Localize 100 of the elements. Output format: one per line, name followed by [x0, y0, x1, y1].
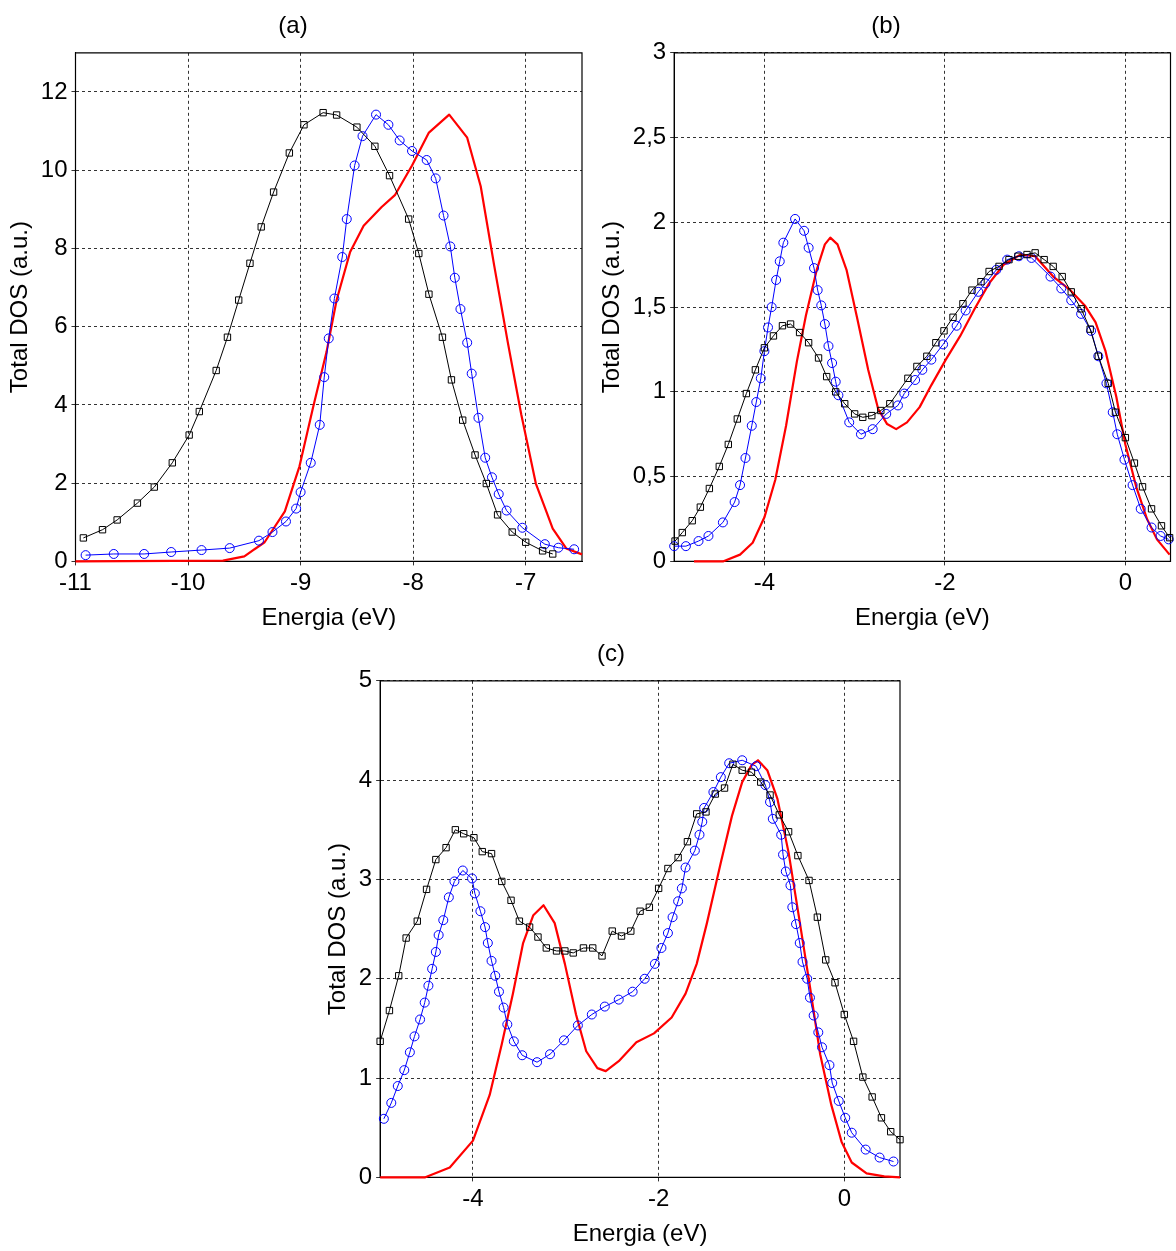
point: [291, 503, 302, 514]
point: [794, 851, 802, 860]
point: [617, 932, 626, 940]
point: [507, 896, 515, 904]
point: [859, 413, 867, 421]
point: [664, 864, 672, 873]
point: [357, 131, 368, 142]
point: [850, 410, 859, 418]
y-tick-label: 1,5: [632, 291, 667, 319]
point: [430, 173, 441, 184]
point: [1111, 408, 1120, 416]
point: [693, 810, 701, 818]
point: [459, 416, 467, 424]
point: [959, 300, 967, 308]
point: [688, 517, 696, 525]
point: [1058, 272, 1066, 281]
point: [404, 215, 413, 223]
point: [385, 1006, 394, 1015]
point: [804, 339, 813, 347]
point: [150, 483, 158, 491]
point: [415, 249, 423, 258]
point: [522, 538, 530, 546]
point: [487, 849, 496, 858]
point: [1031, 249, 1039, 257]
x-tick-label: -10: [170, 568, 206, 596]
point: [579, 944, 588, 952]
point: [445, 241, 456, 252]
point: [212, 366, 220, 375]
point: [525, 923, 534, 931]
point: [353, 123, 361, 131]
point: [341, 214, 352, 225]
y-tick-label: 12: [40, 76, 68, 104]
y-axis-title: Total DOS (a.u.): [597, 221, 625, 394]
point: [923, 352, 931, 360]
point: [553, 542, 564, 553]
point: [329, 293, 340, 304]
point: [760, 344, 769, 352]
point: [332, 111, 341, 119]
point: [569, 949, 577, 957]
y-tick-label: 4: [358, 764, 373, 792]
point: [385, 171, 394, 180]
point: [932, 339, 940, 347]
y-tick-label: 0,5: [632, 461, 667, 489]
point: [751, 366, 760, 374]
x-tick-label: -2: [647, 1184, 670, 1212]
point: [968, 286, 976, 294]
point: [323, 333, 334, 344]
point: [733, 415, 742, 423]
point: [196, 545, 207, 556]
point: [517, 522, 528, 533]
point: [460, 830, 468, 838]
point: [280, 516, 291, 527]
point: [868, 1093, 876, 1101]
point: [887, 1128, 895, 1136]
point: [1049, 262, 1057, 271]
point: [534, 933, 542, 941]
point: [257, 223, 265, 231]
point: [813, 913, 822, 921]
point: [371, 142, 379, 150]
point: [462, 337, 473, 348]
x-tick-label: -4: [753, 568, 776, 596]
point: [608, 927, 616, 935]
point: [267, 527, 278, 538]
point: [235, 296, 243, 304]
point: [166, 547, 177, 558]
point: [775, 811, 783, 819]
point: [674, 853, 682, 862]
point: [455, 304, 466, 315]
point: [223, 333, 232, 341]
point: [720, 784, 729, 792]
point: [246, 259, 254, 267]
y-tick-label: 0: [358, 1162, 373, 1190]
point: [977, 277, 985, 286]
point: [133, 499, 142, 507]
point: [295, 487, 306, 498]
x-axis-title: Energia (eV): [261, 603, 397, 631]
point: [482, 479, 491, 488]
point: [168, 459, 176, 467]
point: [432, 855, 440, 864]
point: [742, 389, 751, 398]
point: [757, 778, 765, 786]
y-tick-label: 10: [40, 154, 68, 182]
chart-title: (c): [597, 639, 625, 667]
chart-title: (b): [871, 11, 901, 39]
y-tick-label: 1: [652, 376, 667, 404]
point: [1138, 483, 1147, 491]
point: [438, 333, 447, 341]
point: [877, 406, 885, 415]
y-tick-label: 2: [54, 467, 68, 495]
point: [79, 534, 88, 542]
point: [108, 548, 119, 559]
point: [702, 808, 710, 816]
point: [913, 362, 921, 371]
x-tick-label: -7: [515, 568, 537, 596]
point: [1147, 505, 1156, 513]
point: [904, 374, 912, 382]
point: [395, 972, 403, 980]
point: [1023, 250, 1031, 259]
point: [542, 944, 550, 952]
y-tick-label: 8: [54, 233, 68, 261]
